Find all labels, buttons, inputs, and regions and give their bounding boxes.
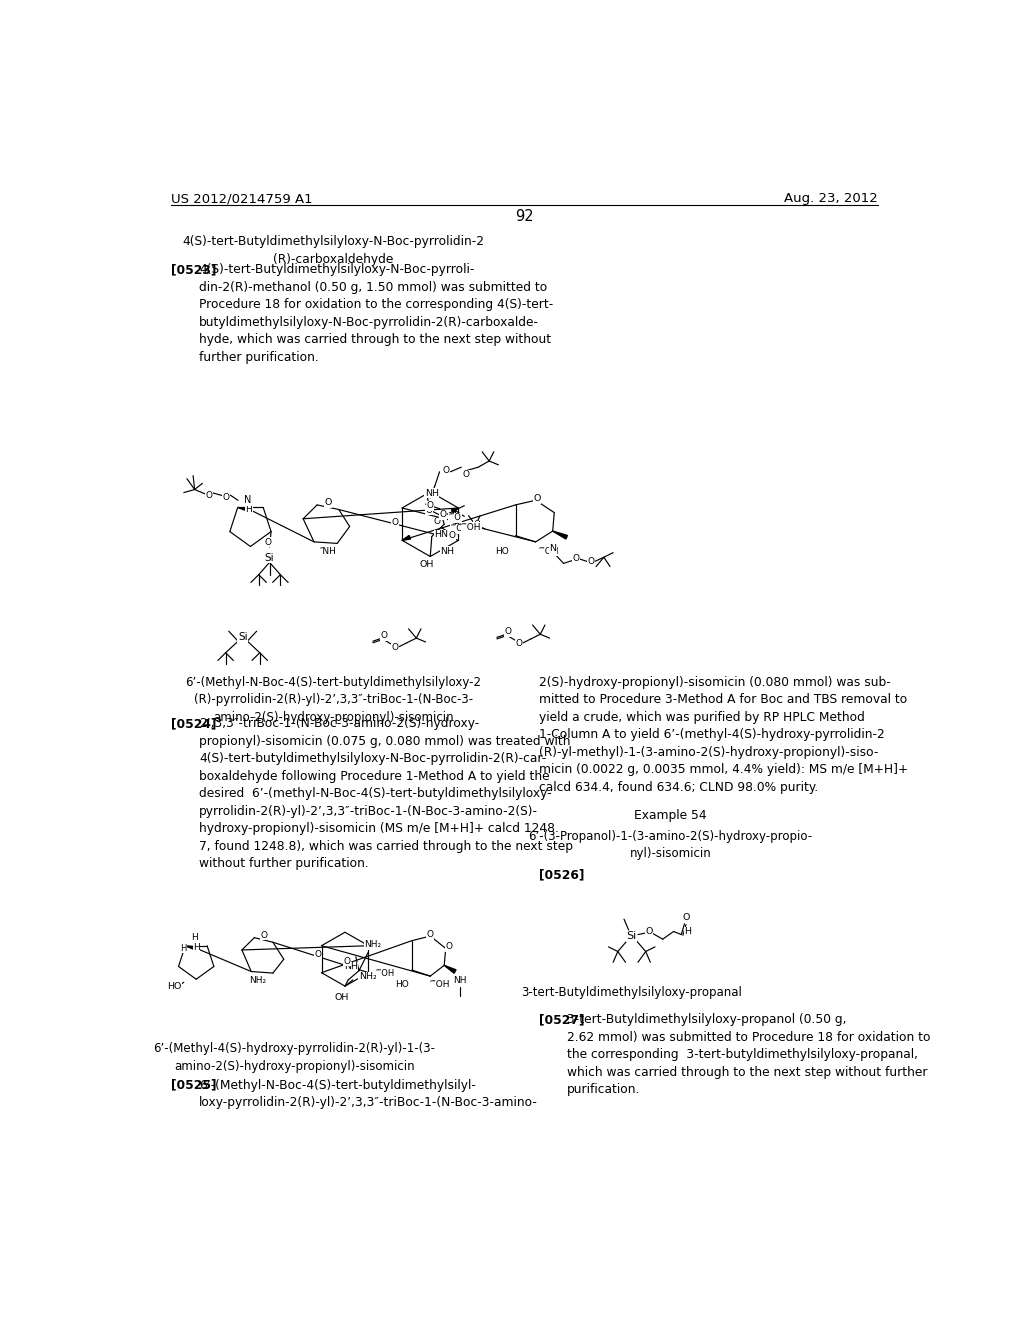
Text: 4(S)-tert-Butyldimethylsilyloxy-N-Boc-pyrroli-
din-2(R)-methanol (0.50 g, 1.50 m: 4(S)-tert-Butyldimethylsilyloxy-N-Boc-py…: [200, 263, 554, 363]
Text: O: O: [504, 627, 511, 636]
Text: US 2012/0214759 A1: US 2012/0214759 A1: [171, 193, 313, 206]
Text: 6’-(Methyl-N-Boc-4(S)-tert-butyldimethylsilyloxy-2
(R)-pyrrolidin-2(R)-yl)-2’,3,: 6’-(Methyl-N-Boc-4(S)-tert-butyldimethyl…: [185, 676, 481, 723]
Polygon shape: [553, 531, 567, 539]
Text: 92: 92: [515, 209, 535, 224]
Polygon shape: [452, 508, 459, 512]
Text: O: O: [314, 950, 322, 958]
Text: O: O: [572, 554, 580, 564]
Text: O: O: [445, 942, 453, 952]
Text: O: O: [439, 511, 446, 519]
Text: 3-tert-Butyldimethylsilyloxy-propanal: 3-tert-Butyldimethylsilyloxy-propanal: [521, 986, 742, 999]
Text: [0524]: [0524]: [171, 718, 217, 730]
Polygon shape: [402, 536, 411, 540]
Text: O: O: [473, 520, 480, 529]
Text: O: O: [645, 927, 652, 936]
Text: O: O: [325, 498, 332, 507]
Text: NH: NH: [453, 977, 467, 985]
Text: [0526]: [0526]: [539, 869, 584, 882]
Text: [0525]: [0525]: [171, 1078, 217, 1092]
Text: ″″OH: ″″OH: [461, 523, 481, 532]
Text: H: H: [191, 933, 198, 942]
Text: HN: HN: [434, 531, 449, 540]
Text: O: O: [260, 931, 267, 940]
Polygon shape: [238, 507, 252, 512]
Text: Si: Si: [265, 553, 274, 562]
Text: H: H: [246, 504, 252, 513]
Text: Si: Si: [238, 632, 248, 643]
Text: 2’,3,3″-triBoc-1-(N-Boc-3-amino-2(S)-hydroxy-
propionyl)-sisomicin (0.075 g, 0.0: 2’,3,3″-triBoc-1-(N-Boc-3-amino-2(S)-hyd…: [200, 718, 573, 870]
Text: [0523]: [0523]: [171, 263, 217, 276]
Text: HO: HO: [167, 982, 181, 991]
Text: [0527]: [0527]: [539, 1014, 585, 1026]
Text: O: O: [515, 639, 522, 648]
Text: N: N: [245, 495, 252, 506]
Text: NH: NH: [344, 962, 357, 972]
Polygon shape: [444, 965, 456, 973]
Text: O: O: [433, 517, 440, 527]
Text: O: O: [682, 913, 690, 923]
Text: O: O: [449, 531, 456, 540]
Text: ″″O: ″″O: [449, 513, 462, 523]
Text: H: H: [684, 927, 691, 936]
Text: O: O: [425, 506, 432, 515]
Text: Si: Si: [627, 931, 637, 941]
Text: NH₂: NH₂: [359, 973, 377, 981]
Text: Aug. 23, 2012: Aug. 23, 2012: [784, 193, 879, 206]
Text: H: H: [193, 942, 200, 952]
Text: O: O: [380, 631, 387, 640]
Text: O: O: [427, 502, 434, 510]
Text: O: O: [391, 519, 398, 527]
Polygon shape: [185, 946, 198, 950]
Text: NH: NH: [425, 488, 439, 498]
Text: 4(S)-tert-Butyldimethylsilyloxy-N-Boc-pyrrolidin-2
(R)-carboxaldehyde: 4(S)-tert-Butyldimethylsilyloxy-N-Boc-py…: [182, 235, 484, 265]
Text: O: O: [205, 491, 212, 500]
Text: 3-tert-Butyldimethylsilyloxy-propanol (0.50 g,
2.62 mmol) was submitted to Proce: 3-tert-Butyldimethylsilyloxy-propanol (0…: [566, 1014, 930, 1096]
Text: ″″O: ″″O: [451, 524, 463, 533]
Text: ″″OH: ″″OH: [376, 969, 395, 978]
Text: ″NH: ″NH: [321, 546, 337, 556]
Text: OH: OH: [335, 993, 349, 1002]
Text: O: O: [427, 931, 434, 939]
Text: O: O: [534, 494, 541, 503]
Text: NH: NH: [440, 546, 455, 556]
Text: HO: HO: [496, 546, 509, 556]
Text: O: O: [222, 492, 229, 502]
Text: O: O: [588, 557, 595, 566]
Text: Example 54: Example 54: [634, 809, 707, 822]
Text: 6’-(3-Propanol)-1-(3-amino-2(S)-hydroxy-propio-
nyl)-sisomicin: 6’-(3-Propanol)-1-(3-amino-2(S)-hydroxy-…: [528, 830, 813, 861]
Text: O: O: [343, 957, 350, 966]
Text: O: O: [463, 470, 469, 479]
Text: NH₂: NH₂: [249, 977, 266, 985]
Text: 6’-(Methyl-4(S)-hydroxy-pyrrolidin-2(R)-yl)-1-(3-
amino-2(S)-hydroxy-propionyl)-: 6’-(Methyl-4(S)-hydroxy-pyrrolidin-2(R)-…: [154, 1043, 435, 1073]
Text: 2(S)-hydroxy-propionyl)-sisomicin (0.080 mmol) was sub-
mitted to Procedure 3-Me: 2(S)-hydroxy-propionyl)-sisomicin (0.080…: [539, 676, 908, 793]
Text: HO: HO: [395, 981, 409, 989]
Text: ″″OH: ″″OH: [539, 546, 559, 556]
Text: ″″OH: ″″OH: [430, 981, 451, 989]
Text: 6’-(Methyl-N-Boc-4(S)-tert-butyldimethylsilyl-
loxy-pyrrolidin-2(R)-yl)-2’,3,3″-: 6’-(Methyl-N-Boc-4(S)-tert-butyldimethyl…: [200, 1078, 539, 1109]
Text: O: O: [391, 643, 398, 652]
Text: O: O: [264, 537, 271, 546]
Text: H: H: [180, 944, 187, 953]
Text: N: N: [549, 544, 556, 553]
Text: O: O: [442, 466, 450, 475]
Text: NH₂: NH₂: [365, 940, 382, 949]
Text: OH: OH: [420, 560, 434, 569]
